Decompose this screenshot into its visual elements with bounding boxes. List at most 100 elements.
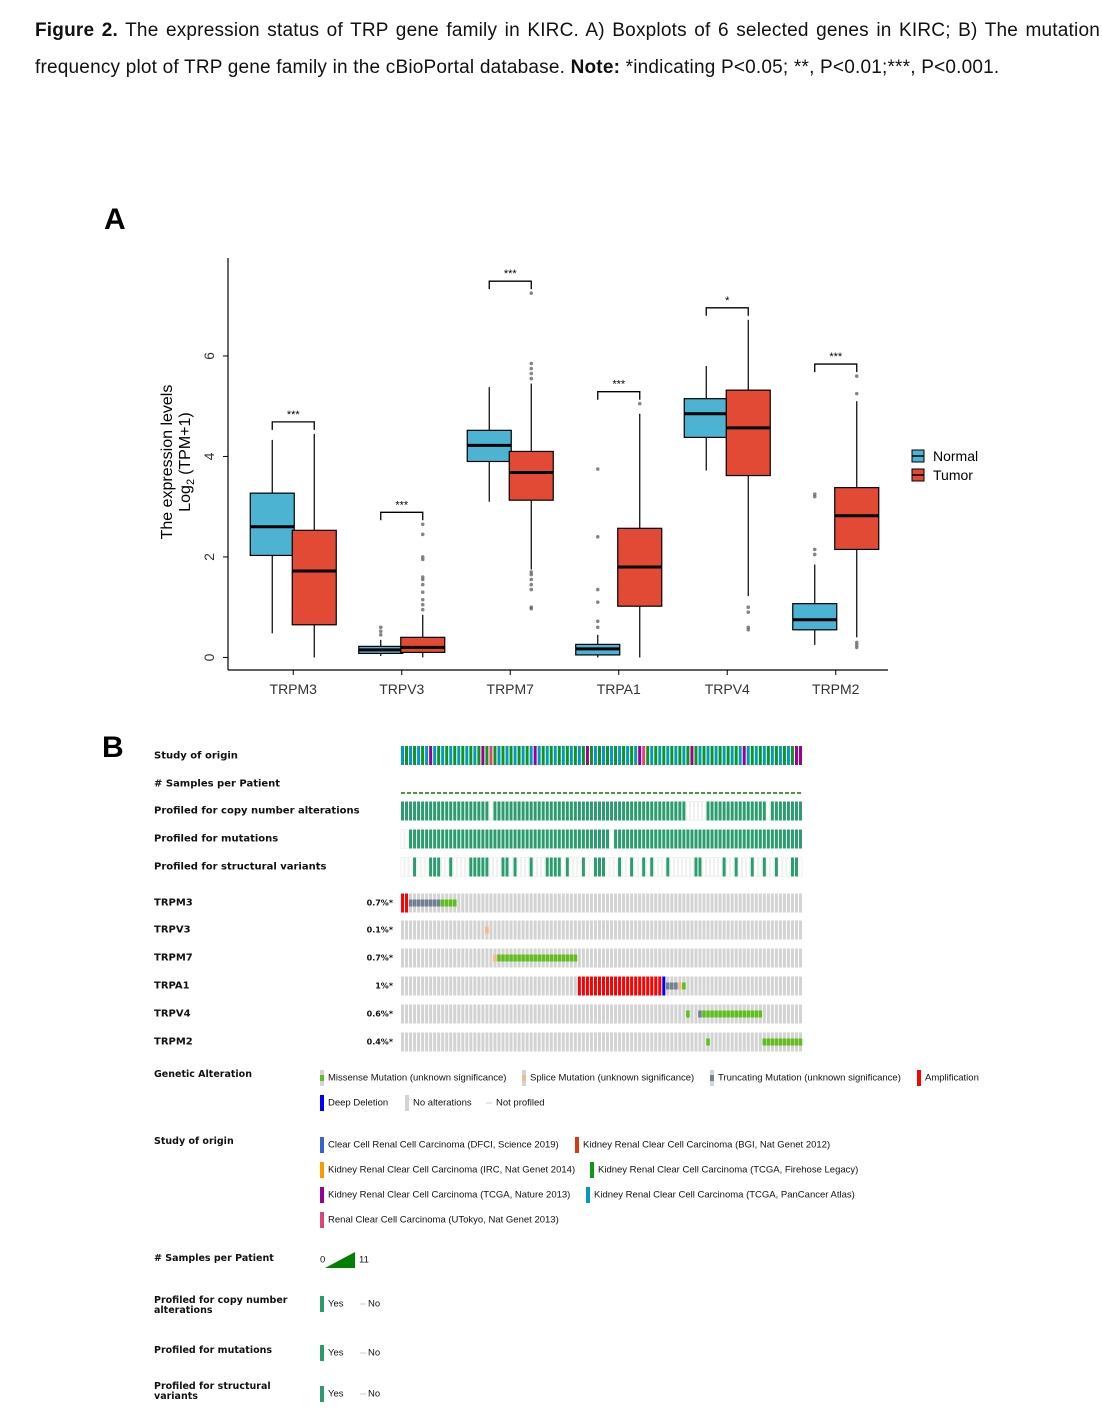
alteration-cell — [662, 976, 666, 996]
study-cell — [602, 746, 605, 765]
profiled-yes — [746, 829, 750, 849]
profiled-yes — [469, 857, 473, 877]
no-alteration-cell — [718, 976, 722, 996]
no-alteration-cell — [449, 1032, 453, 1052]
no-alteration-cell — [505, 893, 509, 913]
no-alteration-cell — [553, 893, 557, 913]
legend-item: No — [368, 1347, 381, 1359]
no-alteration-cell — [614, 948, 618, 968]
no-alteration-cell — [626, 920, 630, 940]
gene-label: TRPM3 — [154, 897, 193, 909]
no-alteration-cell — [798, 920, 802, 940]
study-cell — [413, 746, 417, 765]
profiled-yes — [642, 829, 646, 849]
no-alteration-cell — [746, 920, 750, 940]
legend-icon — [320, 1296, 324, 1312]
no-alteration-cell — [565, 1004, 569, 1024]
profiled-yes — [678, 801, 682, 821]
profiled-yes — [481, 857, 485, 877]
profiled-no — [489, 801, 493, 821]
no-alteration-cell — [493, 920, 497, 940]
no-alteration-cell — [525, 920, 529, 940]
legend-icon — [405, 1095, 409, 1111]
no-alteration-cell — [525, 976, 529, 996]
profiled-yes — [505, 857, 509, 877]
profiled-no — [589, 857, 594, 877]
outlier — [420, 602, 425, 607]
no-alteration-cell — [662, 948, 666, 968]
no-alteration-cell — [429, 948, 433, 968]
no-alteration-cell — [686, 920, 690, 940]
no-alteration-cell — [525, 1004, 529, 1024]
no-alteration-cell — [694, 1004, 698, 1024]
no-alteration-cell — [437, 1032, 441, 1052]
profiled-yes — [553, 829, 557, 849]
study-cell — [493, 746, 497, 765]
profiled-yes — [654, 829, 658, 849]
legend-item: Kidney Renal Clear Cell Carcinoma (TCGA,… — [594, 1189, 855, 1201]
mutation-cell — [448, 899, 453, 907]
unit-base: Log — [177, 485, 194, 512]
no-alteration-cell — [750, 893, 754, 913]
profiled-yes — [666, 801, 670, 821]
profiled-no — [605, 857, 610, 877]
significance-bracket — [814, 363, 858, 373]
mutation-cell — [706, 1038, 710, 1046]
no-alteration-cell — [589, 1004, 593, 1024]
no-alteration-cell — [589, 893, 593, 913]
study-cell — [702, 746, 706, 765]
profiled-yes — [646, 801, 650, 821]
no-alteration-cell — [473, 1032, 477, 1052]
no-alteration-cell — [469, 948, 473, 968]
profiled-no — [521, 857, 525, 877]
no-alteration-cell — [525, 1032, 529, 1052]
no-alteration-cell — [646, 948, 650, 968]
no-alteration-cell — [481, 1032, 485, 1052]
no-alteration-cell — [694, 948, 698, 968]
no-alteration-cell — [585, 893, 589, 913]
study-cell — [593, 746, 597, 765]
no-alteration-cell — [658, 1004, 662, 1024]
no-alteration-cell — [513, 920, 517, 940]
no-alteration-cell — [549, 1032, 553, 1052]
no-alteration-cell — [557, 1004, 561, 1024]
profiled-yes — [786, 801, 790, 821]
no-alteration-cell — [517, 1032, 521, 1052]
alteration-cell — [593, 976, 597, 996]
profiled-yes — [597, 857, 601, 877]
gene-frequency: 1%* — [375, 981, 393, 991]
no-alteration-cell — [589, 948, 593, 968]
no-alteration-cell — [481, 893, 485, 913]
alteration-cell — [646, 976, 650, 996]
study-cell — [738, 746, 742, 765]
mutation-cell — [750, 1010, 755, 1018]
no-alteration-cell — [786, 1004, 790, 1024]
no-alteration-cell — [521, 976, 525, 996]
no-alteration-cell — [553, 1032, 557, 1052]
no-alteration-cell — [610, 920, 614, 940]
no-alteration-cell — [433, 948, 437, 968]
no-alteration-cell — [754, 948, 758, 968]
no-alteration-cell — [774, 1004, 778, 1024]
alteration-cell — [581, 976, 585, 996]
no-alteration-cell — [565, 893, 569, 913]
no-alteration-cell — [694, 976, 698, 996]
no-alteration-cell — [469, 1032, 473, 1052]
no-alteration-cell — [694, 893, 698, 913]
no-alteration-cell — [718, 948, 722, 968]
profiled-yes — [722, 801, 726, 821]
no-alteration-cell — [694, 920, 698, 940]
no-alteration-cell — [770, 948, 774, 968]
alteration-cell — [658, 976, 662, 996]
mutation-cell — [573, 954, 578, 962]
no-alteration-cell — [405, 948, 409, 968]
no-alteration-cell — [738, 920, 742, 940]
no-alteration-cell — [521, 920, 525, 940]
no-alteration-cell — [618, 1032, 622, 1052]
study-cell — [798, 746, 802, 765]
study-cell — [409, 746, 413, 765]
no-alteration-cell — [565, 976, 569, 996]
no-alteration-cell — [614, 1032, 618, 1052]
profiled-no — [770, 857, 775, 877]
profiled-yes — [501, 829, 505, 849]
